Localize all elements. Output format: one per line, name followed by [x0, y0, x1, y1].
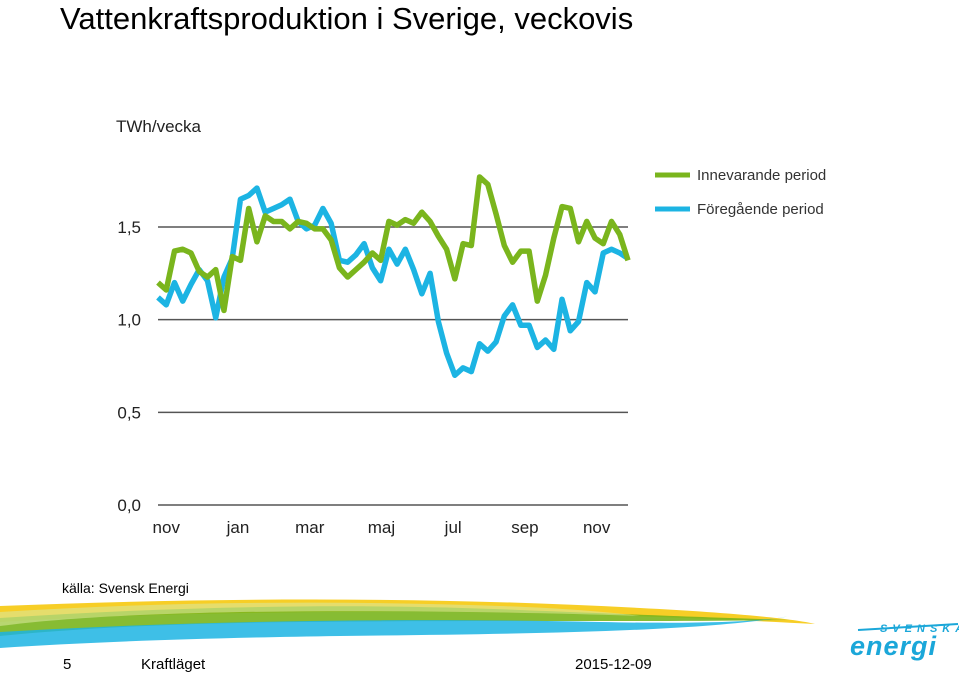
page-number: 5 [63, 656, 72, 673]
series-line-previous [156, 185, 630, 379]
logo-top-text: SVENSKA [880, 623, 959, 635]
y-tick-label: 0,5 [117, 403, 141, 422]
legend: Innevarande period Föregående period [655, 167, 826, 218]
series-line-current [156, 174, 631, 314]
x-tick-label: jan [226, 518, 250, 537]
footer-title: Kraftläget [141, 656, 206, 673]
svensk-energi-logo: SVENSKA energi [850, 623, 959, 661]
footer-swoosh-decoration [0, 599, 815, 648]
y-tick-label: 1,0 [117, 311, 141, 330]
legend-label: Innevarande period [697, 167, 826, 184]
x-tick-label: mar [295, 518, 325, 537]
y-tick-label: 1,5 [117, 218, 141, 237]
y-tick-label: 0,0 [117, 496, 141, 515]
x-tick-label: jul [444, 518, 462, 537]
legend-label: Föregående period [697, 201, 824, 218]
series-lines [156, 174, 631, 379]
x-tick-label: nov [583, 518, 611, 537]
x-tick-label: nov [153, 518, 181, 537]
y-axis-unit-label: TWh/vecka [116, 117, 202, 136]
page-title: Vattenkraftsproduktion i Sverige, veckov… [60, 1, 634, 36]
y-axis-tick-labels: 0,0 0,5 1,0 1,5 [117, 218, 141, 515]
x-tick-label: sep [511, 518, 538, 537]
logo-bottom-text: energi [850, 631, 937, 661]
source-note: källa: Svensk Energi [62, 580, 189, 596]
x-tick-label: maj [368, 518, 395, 537]
footer-date: 2015-12-09 [575, 656, 652, 673]
x-axis-tick-labels: nov jan mar maj jul sep nov [153, 518, 611, 537]
